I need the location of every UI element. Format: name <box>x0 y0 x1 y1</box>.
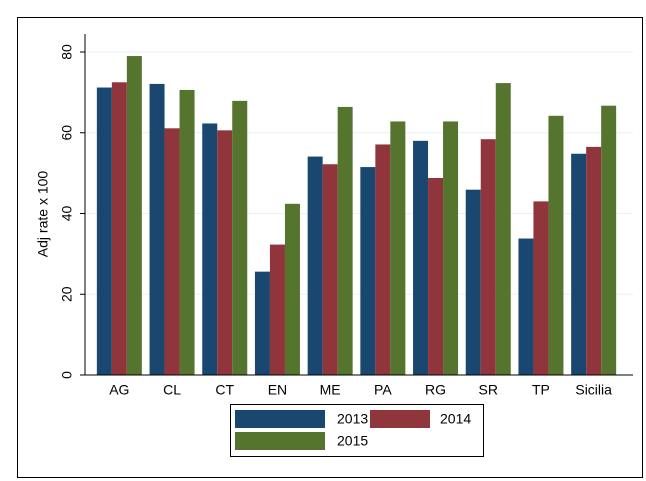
bar <box>428 177 444 375</box>
bar <box>202 123 218 376</box>
y-tick-label: 40 <box>59 206 75 222</box>
y-tick-label: 60 <box>59 125 75 141</box>
legend-swatch <box>235 410 325 428</box>
x-tick-label: SR <box>479 382 498 398</box>
legend-swatch <box>235 432 325 450</box>
legend-label: 2015 <box>337 433 368 449</box>
x-tick-label: EN <box>268 382 287 398</box>
x-tick-label: ME <box>320 382 341 398</box>
bar <box>375 144 391 375</box>
legend-label: 2014 <box>440 411 471 427</box>
bar <box>533 201 549 375</box>
bar <box>601 105 617 375</box>
bar <box>465 189 481 375</box>
bar <box>254 271 270 375</box>
bar <box>164 128 180 375</box>
bar <box>360 167 376 375</box>
x-tick-label: CT <box>215 382 234 398</box>
x-tick-label: TP <box>532 382 550 398</box>
bar <box>413 140 429 375</box>
bar <box>322 164 338 375</box>
bar <box>126 56 142 375</box>
bar <box>149 83 165 376</box>
bar <box>548 115 564 375</box>
x-tick-label: Sicilia <box>575 382 612 398</box>
bar <box>518 238 534 375</box>
bar <box>232 100 248 375</box>
bar <box>390 121 406 375</box>
x-tick-label: PA <box>374 382 392 398</box>
y-tick-label: 0 <box>59 371 75 379</box>
bar <box>96 87 112 375</box>
x-tick-label: RG <box>425 382 446 398</box>
y-tick-label: 80 <box>59 44 75 60</box>
bar <box>571 153 587 375</box>
legend-swatch <box>370 410 430 428</box>
x-tick-label: AG <box>109 382 129 398</box>
bar <box>495 83 511 376</box>
y-axis-label: Adj rate x 100 <box>35 171 51 258</box>
bar <box>337 106 353 375</box>
bar <box>586 146 602 375</box>
y-tick-label: 20 <box>59 286 75 302</box>
bar <box>480 139 496 375</box>
bar <box>307 156 323 375</box>
bar <box>217 130 233 375</box>
bar <box>443 121 459 375</box>
bar <box>111 82 127 375</box>
legend-label: 2013 <box>337 411 368 427</box>
bar <box>269 244 285 375</box>
x-tick-label: CL <box>163 382 181 398</box>
bar <box>284 203 300 375</box>
bar <box>179 89 195 375</box>
